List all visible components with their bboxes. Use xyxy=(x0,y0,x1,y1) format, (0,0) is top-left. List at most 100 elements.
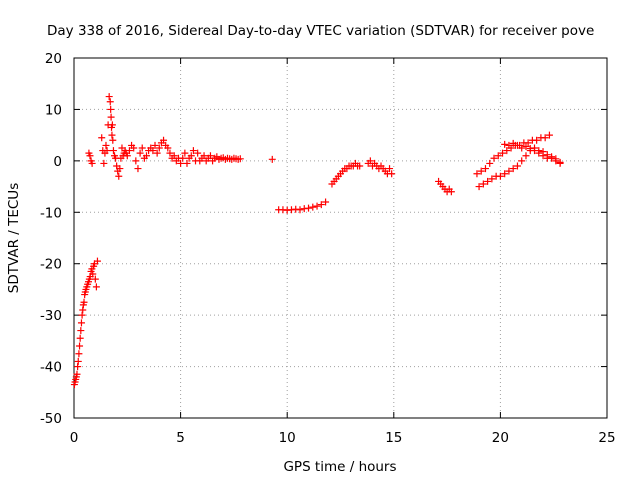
data-point xyxy=(200,152,208,160)
data-point xyxy=(541,134,549,142)
y-axis-label: SDTVAR / TECUs xyxy=(6,183,22,293)
data-point xyxy=(88,159,96,167)
data-point xyxy=(501,140,509,148)
data-point xyxy=(522,152,530,160)
data-point xyxy=(109,147,117,155)
y-tick-label: 0 xyxy=(53,154,62,170)
data-point xyxy=(177,159,185,167)
data-point xyxy=(447,188,455,196)
data-point xyxy=(509,139,517,147)
data-point xyxy=(545,131,553,139)
data-point xyxy=(496,172,504,180)
data-point xyxy=(305,204,313,212)
data-point xyxy=(356,162,364,170)
x-tick-label: 15 xyxy=(385,430,402,446)
data-point xyxy=(475,183,483,191)
y-tick-label: 10 xyxy=(45,102,62,118)
data-point xyxy=(108,131,116,139)
data-point xyxy=(505,167,513,175)
data-point xyxy=(533,136,541,144)
data-point xyxy=(136,149,144,157)
ticks: 0 5 10 15 20 25 20 10 0 -10 -20 -30 -40 -50 xyxy=(40,51,616,446)
data-point xyxy=(76,342,84,350)
data-point xyxy=(524,139,532,147)
data-point xyxy=(189,147,197,155)
data-point xyxy=(194,149,202,157)
data-point xyxy=(488,175,496,183)
data-point xyxy=(149,147,157,155)
data-point xyxy=(494,152,502,160)
y-tick-label: -40 xyxy=(40,360,62,376)
y-tick-label: -50 xyxy=(40,411,62,427)
x-tick-label: 10 xyxy=(279,430,296,446)
data-point xyxy=(166,149,174,157)
data-point xyxy=(76,334,84,342)
data-point xyxy=(322,198,330,206)
data-point xyxy=(160,136,168,144)
data-point xyxy=(484,177,492,185)
data-point xyxy=(107,105,115,113)
data-point xyxy=(503,147,511,155)
data-point xyxy=(509,165,517,173)
data-point xyxy=(317,201,325,209)
data-point xyxy=(89,270,97,278)
data-point xyxy=(134,165,142,173)
data-point xyxy=(531,144,539,152)
data-point xyxy=(501,170,509,178)
data-point xyxy=(79,306,87,314)
data-point xyxy=(366,157,374,165)
data-point xyxy=(77,319,85,327)
data-point xyxy=(77,327,85,335)
data-point xyxy=(490,154,498,162)
data-point xyxy=(132,157,140,165)
data-point xyxy=(109,136,117,144)
data-point xyxy=(123,152,131,160)
data-point xyxy=(556,158,564,166)
data-point xyxy=(74,357,82,365)
chart-title: Day 338 of 2016, Sidereal Day-to-day VTE… xyxy=(47,23,594,39)
data-point xyxy=(105,93,113,101)
data-point xyxy=(142,152,150,160)
data-point xyxy=(518,144,526,152)
data-point xyxy=(313,202,321,210)
data-point xyxy=(473,170,481,178)
data-point xyxy=(513,162,521,170)
x-tick-label: 0 xyxy=(70,430,79,446)
data-point xyxy=(78,311,86,319)
data-point xyxy=(187,152,195,160)
data-point xyxy=(80,298,88,306)
data-point xyxy=(552,155,560,163)
x-tick-label: 25 xyxy=(598,430,615,446)
data-point xyxy=(477,167,485,175)
grid xyxy=(74,58,607,418)
data-points xyxy=(70,93,564,389)
data-point xyxy=(103,147,111,155)
data-point xyxy=(170,152,178,160)
data-point xyxy=(388,170,396,178)
data-point xyxy=(535,147,543,155)
data-point xyxy=(73,370,81,378)
y-tick-label: -20 xyxy=(40,257,62,273)
x-tick-label: 5 xyxy=(176,430,185,446)
data-point xyxy=(236,155,244,163)
data-point xyxy=(153,149,161,157)
x-axis-label: GPS time / hours xyxy=(283,459,396,475)
data-point xyxy=(107,113,115,121)
data-point xyxy=(522,142,530,150)
plot-frame xyxy=(73,57,608,419)
data-point xyxy=(181,149,189,157)
data-point xyxy=(543,151,551,159)
data-point xyxy=(296,206,304,214)
data-point xyxy=(539,148,547,156)
data-point xyxy=(499,149,507,157)
data-point xyxy=(505,141,513,149)
data-point xyxy=(155,144,163,152)
data-point xyxy=(130,144,138,152)
data-point xyxy=(108,121,116,129)
data-point xyxy=(268,155,276,163)
data-point xyxy=(86,152,94,160)
data-point xyxy=(93,257,101,265)
data-point xyxy=(479,180,487,188)
y-tick-label: -10 xyxy=(40,205,62,221)
data-point xyxy=(116,165,124,173)
